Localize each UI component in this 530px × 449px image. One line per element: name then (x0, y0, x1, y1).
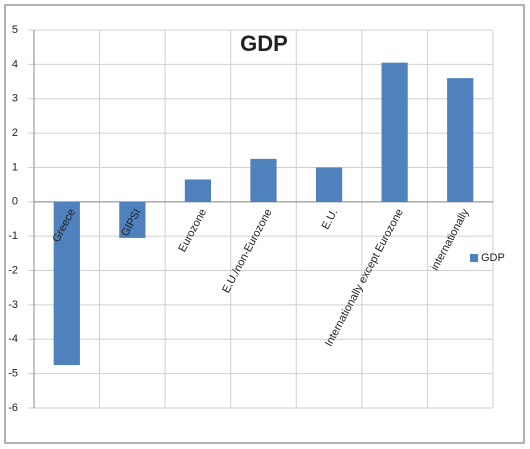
legend-label: GDP (481, 252, 505, 264)
y-tick-label: 0 (12, 196, 18, 208)
frame (4, 4, 525, 444)
y-tick-label: -3 (8, 299, 18, 311)
y-tick-label: -1 (8, 230, 18, 242)
bar (53, 201, 80, 366)
y-tick-label: 3 (12, 93, 18, 105)
y-tick-label: -2 (8, 264, 18, 276)
y-tick-label: 4 (12, 58, 18, 70)
y-tick-label: -5 (8, 368, 18, 380)
bar (119, 201, 146, 238)
y-tick-label: -4 (8, 333, 18, 345)
chart-title: GDP (240, 31, 288, 56)
bar (184, 179, 212, 202)
y-tick-label: 2 (12, 127, 18, 139)
bar (381, 62, 408, 202)
y-tick-label: -6 (8, 402, 18, 414)
bar (447, 78, 474, 202)
bar (250, 158, 277, 202)
bar (315, 167, 343, 202)
y-tick-label: 5 (12, 24, 18, 36)
legend-swatch (470, 254, 478, 262)
y-tick-label: 1 (12, 161, 18, 173)
